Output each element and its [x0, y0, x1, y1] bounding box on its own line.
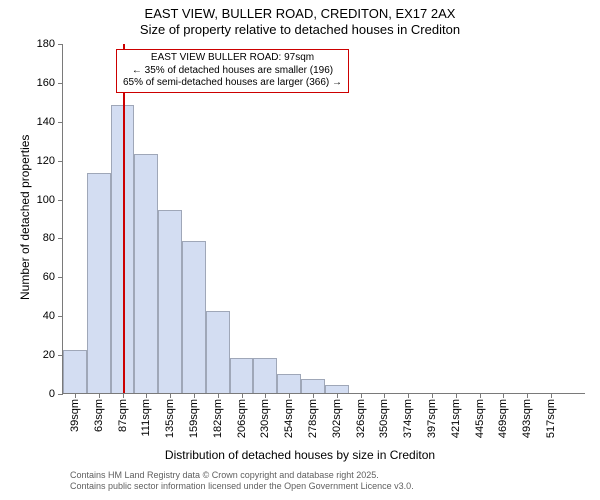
caption-line2: Contains public sector information licen…: [70, 481, 414, 492]
x-tick: [218, 393, 219, 398]
y-tick-label: 100: [37, 194, 55, 206]
caption-line1: Contains HM Land Registry data © Crown c…: [70, 470, 414, 481]
x-tick-label: 39sqm: [69, 399, 81, 432]
x-tick: [99, 393, 100, 398]
x-tick: [432, 393, 433, 398]
chart-caption: Contains HM Land Registry data © Crown c…: [70, 470, 414, 493]
histogram-bar: [277, 374, 301, 393]
x-tick: [146, 393, 147, 398]
x-tick-label: 159sqm: [188, 399, 200, 438]
y-tick-label: 40: [43, 310, 55, 322]
y-tick: [58, 161, 63, 162]
annotation-line: 65% of semi-detached houses are larger (…: [123, 77, 342, 90]
property-marker-line: [123, 44, 125, 393]
annotation-line: EAST VIEW BULLER ROAD: 97sqm: [123, 52, 342, 65]
histogram-bar: [134, 154, 158, 393]
y-tick-label: 80: [43, 232, 55, 244]
histogram-bar: [87, 173, 111, 393]
y-tick: [58, 200, 63, 201]
x-tick-label: 374sqm: [402, 399, 414, 438]
x-tick: [337, 393, 338, 398]
x-tick-label: 397sqm: [426, 399, 438, 438]
histogram-bar: [253, 358, 277, 393]
histogram-bar: [63, 350, 87, 393]
x-tick: [361, 393, 362, 398]
y-tick-label: 120: [37, 155, 55, 167]
x-tick-label: 469sqm: [497, 399, 509, 438]
x-tick: [265, 393, 266, 398]
y-tick: [58, 83, 63, 84]
x-tick-label: 87sqm: [117, 399, 129, 432]
y-tick-label: 180: [37, 38, 55, 50]
histogram-bar: [325, 385, 349, 393]
chart-title-block: EAST VIEW, BULLER ROAD, CREDITON, EX17 2…: [0, 6, 600, 37]
x-tick: [456, 393, 457, 398]
x-axis-label: Distribution of detached houses by size …: [0, 448, 600, 462]
chart-title-line1: EAST VIEW, BULLER ROAD, CREDITON, EX17 2…: [0, 6, 600, 21]
y-tick-label: 140: [37, 116, 55, 128]
y-tick: [58, 238, 63, 239]
x-tick: [242, 393, 243, 398]
x-tick-label: 230sqm: [259, 399, 271, 438]
histogram-bar: [301, 379, 325, 393]
x-tick: [480, 393, 481, 398]
y-tick: [58, 44, 63, 45]
x-tick: [527, 393, 528, 398]
x-tick-label: 63sqm: [93, 399, 105, 432]
x-tick-label: 182sqm: [212, 399, 224, 438]
x-tick: [503, 393, 504, 398]
x-tick: [289, 393, 290, 398]
annotation-box: EAST VIEW BULLER ROAD: 97sqm← 35% of det…: [116, 49, 349, 93]
histogram-bar: [230, 358, 254, 393]
x-tick-label: 326sqm: [355, 399, 367, 438]
y-tick: [58, 122, 63, 123]
x-tick-label: 350sqm: [378, 399, 390, 438]
x-tick-label: 135sqm: [164, 399, 176, 438]
y-tick-label: 60: [43, 271, 55, 283]
histogram-bar: [206, 311, 230, 393]
y-tick: [58, 277, 63, 278]
y-tick-label: 160: [37, 77, 55, 89]
x-tick-label: 302sqm: [331, 399, 343, 438]
x-tick: [551, 393, 552, 398]
x-tick-label: 493sqm: [521, 399, 533, 438]
x-tick: [75, 393, 76, 398]
y-tick-label: 0: [49, 388, 55, 400]
histogram-bar: [182, 241, 206, 393]
x-tick: [170, 393, 171, 398]
x-tick-label: 445sqm: [474, 399, 486, 438]
chart-title-line2: Size of property relative to detached ho…: [0, 22, 600, 37]
y-axis-label: Number of detached properties: [18, 135, 32, 300]
x-tick: [123, 393, 124, 398]
y-tick: [58, 394, 63, 395]
x-tick: [408, 393, 409, 398]
annotation-line: ← 35% of detached houses are smaller (19…: [123, 65, 342, 78]
x-tick-label: 421sqm: [450, 399, 462, 438]
x-tick: [194, 393, 195, 398]
y-tick: [58, 316, 63, 317]
y-tick-label: 20: [43, 349, 55, 361]
x-tick-label: 278sqm: [307, 399, 319, 438]
x-tick-label: 517sqm: [545, 399, 557, 438]
x-tick-label: 254sqm: [283, 399, 295, 438]
histogram-bar: [158, 210, 182, 393]
histogram-plot-area: 02040608010012014016018039sqm63sqm87sqm1…: [62, 44, 585, 394]
x-tick-label: 111sqm: [140, 399, 152, 437]
x-tick: [313, 393, 314, 398]
x-tick-label: 206sqm: [236, 399, 248, 438]
x-tick: [384, 393, 385, 398]
